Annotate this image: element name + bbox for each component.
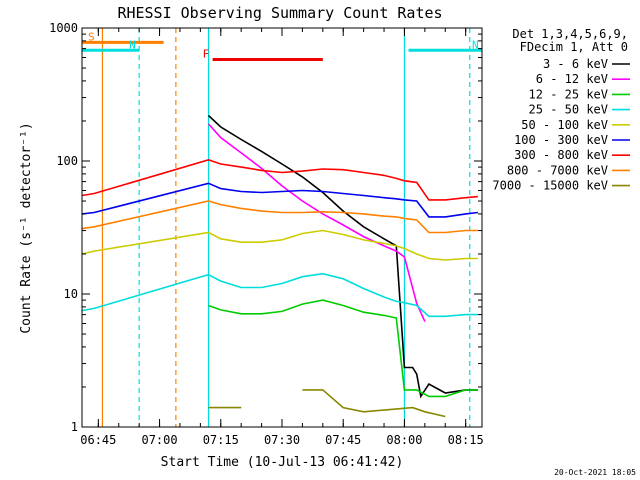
x-axis-label: Start Time (10-Jul-13 06:41:42) bbox=[161, 455, 404, 470]
y-tick-label: 10 bbox=[64, 287, 78, 301]
legend-label-7000-15000-kev: 7000 - 15000 keV bbox=[492, 179, 608, 193]
annotation-label-f: F bbox=[203, 47, 210, 60]
series-line-50-100-kev bbox=[81, 229, 478, 261]
footer-date: 20-Oct-2021 18:05 bbox=[554, 468, 636, 477]
legend-label-25-50-kev: 25 - 50 keV bbox=[529, 103, 608, 117]
series-line-12-25-kev bbox=[208, 299, 478, 398]
annotation-label-n: N bbox=[129, 38, 136, 51]
annotation-label-s: S bbox=[88, 30, 95, 43]
legend-label-300-800-kev: 300 - 800 keV bbox=[514, 148, 608, 162]
legend-header-line-1: Det 1,3,4,5,6,9, bbox=[512, 27, 628, 41]
x-tick-label: 07:15 bbox=[203, 433, 239, 447]
series-line-6-12-kev bbox=[207, 123, 426, 322]
x-tick-label: 08:15 bbox=[448, 433, 484, 447]
y-tick-label: 1 bbox=[71, 420, 78, 434]
series-line-800-7000-kev bbox=[81, 200, 478, 234]
legend-label-12-25-kev: 12 - 25 keV bbox=[529, 87, 608, 101]
x-tick-label: 07:00 bbox=[141, 433, 177, 447]
series-line-7000-15000-kev bbox=[302, 389, 446, 418]
legend-label-100-300-kev: 100 - 300 keV bbox=[514, 133, 608, 147]
annotation-label-n: N bbox=[472, 38, 479, 51]
series-line-100-300-kev bbox=[81, 182, 478, 218]
legend: Det 1,3,4,5,6,9, FDecim 1, Att 0 3 - 6 k… bbox=[492, 27, 630, 193]
legend-label-50-100-kev: 50 - 100 keV bbox=[521, 118, 608, 132]
x-tick-label: 07:30 bbox=[264, 433, 300, 447]
x-tick-label: 06:45 bbox=[80, 433, 116, 447]
x-tick-label: 08:00 bbox=[386, 433, 422, 447]
legend-header-line-2: FDecim 1, Att 0 bbox=[520, 40, 628, 54]
legend-label-3-6-kev: 3 - 6 keV bbox=[543, 57, 608, 71]
y-tick-label: 100 bbox=[56, 154, 78, 168]
y-axis-label: Count Rate (s⁻¹ detector⁻¹) bbox=[19, 122, 34, 333]
x-axis: 06:45 07:00 07:15 07:30 07:45 08:00 08:15 bbox=[80, 28, 484, 447]
chart-title: RHESSI Observing Summary Count Rates bbox=[117, 4, 442, 22]
x-tick-label: 07:45 bbox=[325, 433, 361, 447]
legend-label-800-7000-kev: 800 - 7000 keV bbox=[507, 163, 608, 177]
series-line-300-800-kev bbox=[81, 159, 478, 201]
legend-label-6-12-kev: 6 - 12 keV bbox=[536, 72, 608, 86]
series-line-25-50-kev bbox=[81, 272, 478, 318]
series-line-3-6-kev bbox=[207, 114, 478, 399]
plot-area: S N N F bbox=[81, 28, 482, 427]
y-axis: 1 10 100 1000 bbox=[49, 21, 482, 434]
y-tick-label: 1000 bbox=[49, 21, 78, 35]
